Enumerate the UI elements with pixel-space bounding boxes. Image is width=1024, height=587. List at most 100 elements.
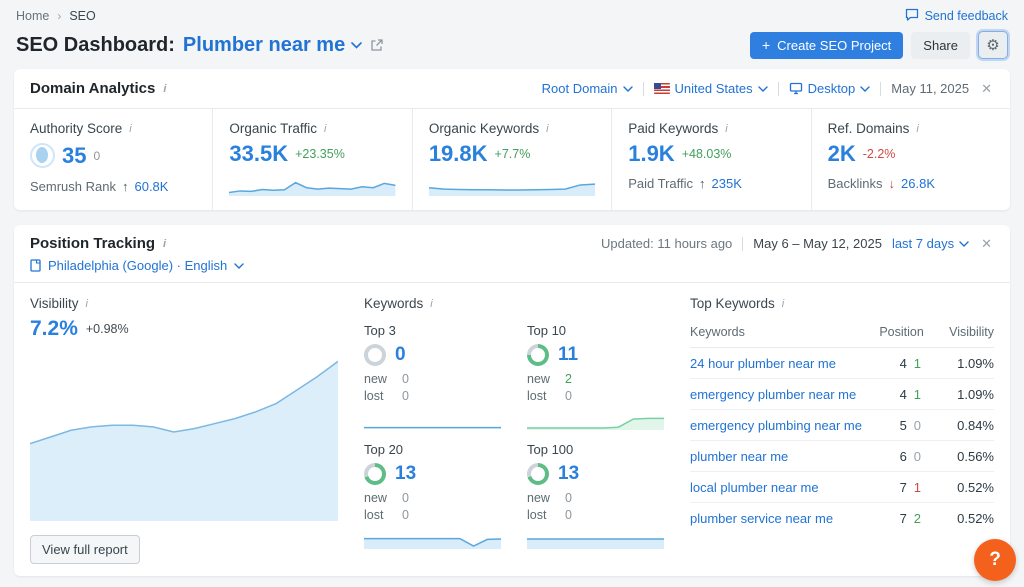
send-feedback-link[interactable]: Send feedback bbox=[905, 8, 1008, 24]
keyword-link[interactable]: plumber service near me bbox=[690, 510, 834, 526]
metric-value: 35 bbox=[62, 142, 87, 168]
visibility-cell: 0.56% bbox=[945, 440, 994, 472]
lost-label: lost bbox=[527, 508, 547, 522]
help-button[interactable]: ? bbox=[974, 539, 1016, 581]
breadcrumb-separator-icon: › bbox=[57, 9, 62, 23]
visibility-cell: 1.09% bbox=[945, 347, 994, 379]
organic-keywords-sparkline bbox=[428, 173, 596, 196]
position-change: 2 bbox=[913, 510, 922, 526]
position-value: 4 bbox=[899, 355, 907, 371]
chevron-down-icon bbox=[351, 41, 363, 49]
metric-label: Paid Keywords bbox=[628, 121, 719, 136]
lost-value: 0 bbox=[565, 508, 572, 522]
info-icon[interactable]: i bbox=[163, 237, 167, 250]
sub-metric-value[interactable]: 26.8K bbox=[901, 176, 936, 191]
sub-metric-value[interactable]: 60.8K bbox=[134, 179, 169, 194]
keyword-link[interactable]: 24 hour plumber near me bbox=[690, 355, 836, 371]
share-button[interactable]: Share bbox=[911, 31, 970, 59]
bucket-top-20: Top 20 13 new 0 lost 0 bbox=[364, 442, 501, 549]
metric-delta: -2.2% bbox=[862, 147, 896, 161]
gear-icon: ⚙ bbox=[986, 37, 1000, 54]
breadcrumb-home[interactable]: Home bbox=[16, 9, 50, 23]
analytics-date: May 11, 2025 bbox=[891, 81, 970, 96]
scope-dropdown[interactable]: Root Domain bbox=[542, 81, 633, 96]
external-link-icon[interactable] bbox=[370, 38, 384, 52]
metric-organic-traffic: Organic Traffic i 33.5K +23.35% bbox=[212, 109, 411, 210]
breadcrumb-seo[interactable]: SEO bbox=[69, 9, 96, 23]
close-icon[interactable]: ✕ bbox=[981, 235, 992, 251]
settings-gear-button[interactable]: ⚙ bbox=[978, 31, 1008, 59]
bucket-count: 11 bbox=[558, 344, 579, 365]
info-icon[interactable]: i bbox=[163, 82, 167, 95]
metric-value: 19.8K bbox=[428, 141, 488, 166]
column-header-keywords: Keywords bbox=[690, 321, 875, 348]
bucket-label: Top 3 bbox=[364, 323, 396, 338]
new-label: new bbox=[364, 372, 387, 386]
campaign-selector[interactable]: Philadelphia (Google) · English bbox=[30, 258, 994, 273]
metric-delta: +23.35% bbox=[295, 147, 345, 161]
top-100-sparkline bbox=[527, 529, 664, 549]
info-icon[interactable]: i bbox=[323, 122, 327, 135]
keyword-link[interactable]: emergency plumbing near me bbox=[690, 417, 862, 433]
metric-paid-keywords: Paid Keywords i 1.9K +48.03% Paid Traffi… bbox=[611, 109, 810, 210]
metric-organic-keywords: Organic Keywords i 19.8K +7.7% bbox=[411, 109, 611, 210]
keyword-link[interactable]: plumber near me bbox=[690, 448, 789, 464]
keywords-section: Keywords i Top 3 0 new 0 lost 0 bbox=[364, 296, 664, 564]
top-3-sparkline bbox=[364, 410, 501, 430]
info-icon[interactable]: i bbox=[85, 297, 88, 310]
info-icon[interactable]: i bbox=[781, 297, 785, 310]
new-value: 0 bbox=[402, 372, 409, 386]
device-dropdown[interactable]: Desktop bbox=[789, 81, 871, 96]
position-value: 7 bbox=[899, 510, 907, 526]
info-icon[interactable]: i bbox=[430, 297, 433, 310]
new-label: new bbox=[364, 491, 387, 505]
bucket-label: Top 10 bbox=[527, 323, 567, 338]
lost-value: 0 bbox=[565, 389, 572, 403]
new-value: 2 bbox=[565, 372, 572, 386]
info-icon[interactable]: i bbox=[546, 122, 549, 135]
project-selector[interactable]: Plumber near me bbox=[183, 34, 363, 57]
organic-traffic-sparkline bbox=[229, 173, 396, 196]
top-bar: Home › SEO Send feedback SEO Dashboard: … bbox=[0, 0, 1024, 69]
breadcrumb: Home › SEO bbox=[16, 9, 96, 23]
info-icon[interactable]: i bbox=[916, 122, 919, 135]
metric-ref-domains: Ref. Domains i 2K -2.2% Backlinks ↓ 26.8… bbox=[810, 109, 1010, 210]
keyword-link[interactable]: emergency plumber near me bbox=[690, 386, 857, 402]
close-icon[interactable]: ✕ bbox=[981, 80, 992, 96]
view-full-report-button[interactable]: View full report bbox=[30, 535, 140, 564]
date-range-dropdown[interactable]: last 7 days bbox=[892, 236, 969, 251]
info-icon[interactable]: i bbox=[725, 122, 728, 135]
create-seo-project-button[interactable]: + Create SEO Project bbox=[749, 31, 904, 59]
us-flag-icon bbox=[653, 83, 670, 94]
position-value: 6 bbox=[899, 448, 907, 464]
new-label: new bbox=[527, 372, 550, 386]
metric-label: Organic Traffic bbox=[229, 121, 317, 136]
position-change: 1 bbox=[913, 479, 922, 495]
position-change: 0 bbox=[913, 448, 922, 464]
document-icon bbox=[30, 259, 41, 272]
sub-metric-label: Semrush Rank bbox=[30, 179, 116, 194]
keyword-link[interactable]: local plumber near me bbox=[690, 479, 819, 495]
progress-ring-icon bbox=[364, 463, 386, 485]
lost-value: 0 bbox=[402, 389, 409, 403]
position-value: 4 bbox=[899, 386, 907, 402]
top-20-sparkline bbox=[364, 529, 501, 549]
progress-ring-icon bbox=[527, 344, 549, 366]
visibility-cell: 1.09% bbox=[945, 378, 994, 410]
domain-analytics-card: Domain Analytics i Root Domain United St… bbox=[14, 69, 1010, 210]
trend-up-icon: ↑ bbox=[699, 176, 706, 191]
visibility-delta: +0.98% bbox=[85, 322, 129, 336]
info-icon[interactable]: i bbox=[129, 122, 132, 135]
page-title: SEO Dashboard: bbox=[16, 33, 175, 56]
sub-metric-value[interactable]: 235K bbox=[711, 176, 742, 191]
position-change: 0 bbox=[913, 417, 922, 433]
metric-label: Organic Keywords bbox=[428, 121, 540, 136]
new-value: 0 bbox=[402, 491, 409, 505]
country-dropdown[interactable]: United States bbox=[653, 81, 768, 96]
question-mark-icon: ? bbox=[989, 549, 1001, 570]
metric-label: Authority Score bbox=[30, 121, 123, 136]
